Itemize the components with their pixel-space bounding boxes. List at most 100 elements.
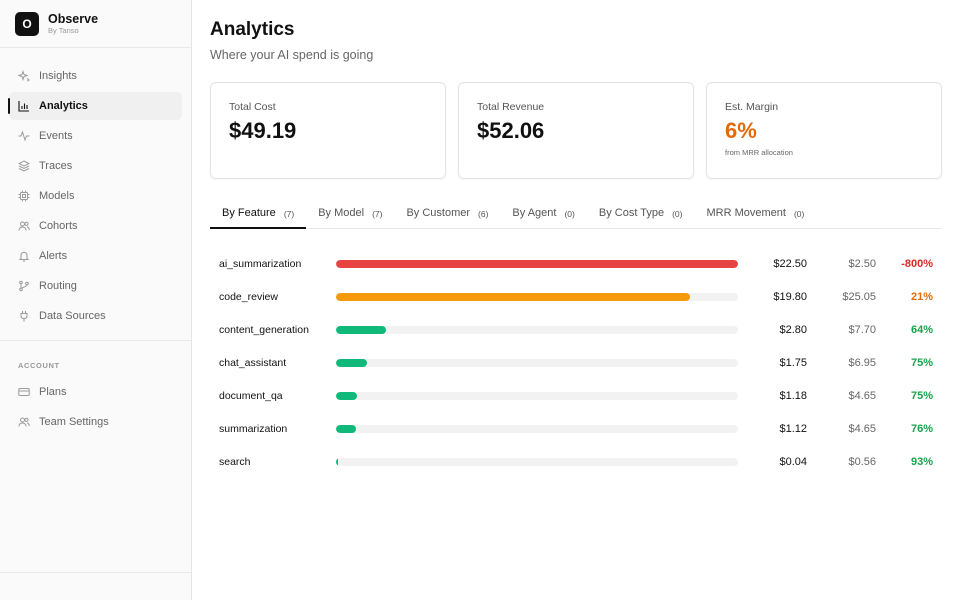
feature-cost: $1.12 [779, 422, 807, 435]
sidebar-item-alerts[interactable]: Alerts [9, 242, 182, 270]
cost-bar-fill [336, 292, 690, 301]
sidebar-item-analytics[interactable]: Analytics [8, 92, 182, 120]
cost-bar-track [336, 259, 738, 268]
feature-cost: $1.75 [779, 356, 807, 369]
sidebar-item-label: Plans [39, 386, 67, 398]
feature-breakdown-list: ai_summarization $22.50 $2.50 -800% code… [210, 247, 942, 478]
sidebar-item-label: Data Sources [39, 310, 106, 322]
feature-cost: $1.18 [779, 389, 807, 402]
main-content: Analytics Where your AI spend is going T… [210, 0, 942, 478]
list-item[interactable]: summarization $1.12 $4.65 76% [210, 412, 942, 445]
feature-margin: -800% [901, 257, 933, 270]
cost-bar-fill [336, 457, 338, 466]
sidebar-item-cohorts[interactable]: Cohorts [9, 212, 182, 240]
sidebar: O Observe By Tanso Insights Analytics Ev… [0, 0, 192, 600]
card-value: $49.19 [229, 118, 297, 143]
feature-revenue: $0.56 [848, 455, 876, 468]
plug-icon [18, 310, 30, 322]
tab-by-customer[interactable]: By Customer (6) [394, 201, 500, 229]
feature-margin: 93% [910, 455, 933, 468]
list-item[interactable]: chat_assistant $1.75 $6.95 75% [210, 346, 942, 379]
tab-by-feature[interactable]: By Feature (7) [210, 201, 307, 229]
card-note: from MRR allocation [725, 148, 793, 157]
sidebar-item-traces[interactable]: Traces [9, 152, 182, 180]
tab-label: MRR Movement [706, 207, 786, 219]
tab-count: (7) [372, 209, 383, 219]
tab-label: By Feature [222, 207, 276, 219]
tab-count: (6) [478, 209, 489, 219]
cost-bar-fill [336, 325, 386, 334]
bell-icon [18, 250, 30, 262]
sidebar-item-team-settings[interactable]: Team Settings [9, 408, 182, 436]
cost-bar-track [336, 325, 738, 334]
brand-subtitle: By Tanso [48, 25, 79, 35]
sidebar-item-label: Traces [39, 160, 73, 172]
tab-mrr-movement[interactable]: MRR Movement (0) [694, 201, 816, 229]
tab-by-cost-type[interactable]: By Cost Type (0) [587, 201, 695, 229]
sidebar-item-data-sources[interactable]: Data Sources [9, 302, 182, 330]
credit-card-icon [18, 386, 30, 398]
sidebar-item-plans[interactable]: Plans [9, 378, 182, 406]
cost-bar-fill [336, 391, 357, 400]
feature-name: search [219, 455, 251, 468]
list-item[interactable]: search $0.04 $0.56 93% [210, 445, 942, 478]
cost-bar-fill [336, 259, 738, 268]
cost-bar-track [336, 292, 738, 301]
tab-count: (7) [283, 209, 295, 219]
brand[interactable]: O Observe By Tanso [0, 0, 191, 48]
activity-icon [18, 130, 30, 142]
tab-label: By Customer [406, 207, 471, 219]
cpu-icon [18, 190, 30, 202]
sidebar-item-label: Events [39, 130, 73, 142]
tab-by-model[interactable]: By Model (7) [306, 201, 394, 229]
feature-name: code_review [219, 290, 278, 303]
sidebar-item-events[interactable]: Events [9, 122, 182, 150]
summary-cards: Total Cost $49.19 Total Revenue $52.06 E… [210, 82, 942, 179]
sidebar-item-label: Analytics [39, 100, 88, 112]
sidebar-item-label: Insights [39, 70, 77, 82]
sidebar-item-routing[interactable]: Routing [9, 272, 182, 300]
cost-bar-track [336, 457, 738, 466]
cost-bar-fill [336, 358, 368, 367]
card-value: 6% [725, 118, 757, 143]
sidebar-item-label: Alerts [39, 250, 68, 262]
card-label: Total Revenue [477, 101, 545, 113]
cost-bar-fill [336, 424, 357, 433]
tab-by-agent[interactable]: By Agent (0) [500, 201, 586, 229]
feature-revenue: $7.70 [848, 323, 876, 336]
list-item[interactable]: code_review $19.80 $25.05 21% [210, 280, 942, 313]
feature-cost: $0.04 [779, 455, 807, 468]
list-item[interactable]: document_qa $1.18 $4.65 75% [210, 379, 942, 412]
layers-icon [18, 160, 30, 172]
feature-revenue: $4.65 [848, 422, 876, 435]
tab-count: (0) [564, 209, 575, 219]
sidebar-item-label: Models [39, 190, 75, 202]
sidebar-item-label: Routing [39, 280, 77, 292]
list-item[interactable]: ai_summarization $22.50 $2.50 -800% [210, 247, 942, 280]
brand-name: Observe [48, 11, 99, 26]
total-cost-card: Total Cost $49.19 [210, 82, 446, 179]
sidebar-item-label: Team Settings [39, 416, 109, 428]
users-icon [18, 220, 30, 232]
total-revenue-card: Total Revenue $52.06 [458, 82, 694, 179]
feature-revenue: $4.65 [848, 389, 876, 402]
sidebar-item-label: Cohorts [39, 220, 78, 232]
card-label: Total Cost [229, 101, 276, 113]
page-subtitle: Where your AI spend is going [210, 48, 374, 62]
feature-revenue: $2.50 [848, 257, 876, 270]
sidebar-item-models[interactable]: Models [9, 182, 182, 210]
sidebar-nav: Insights Analytics Events Traces Models [0, 48, 191, 436]
cost-bar-track [336, 358, 738, 367]
tab-label: By Model [318, 207, 365, 219]
feature-revenue: $6.95 [848, 356, 876, 369]
feature-margin: 76% [910, 422, 933, 435]
brand-logo: O [15, 11, 39, 36]
breakdown-tabs: By Feature (7) By Model (7) By Customer … [210, 201, 942, 229]
sidebar-item-insights[interactable]: Insights [9, 62, 182, 90]
tab-label: By Cost Type [598, 207, 665, 219]
list-item[interactable]: content_generation $2.80 $7.70 64% [210, 313, 942, 346]
page-title: Analytics [210, 19, 295, 40]
feature-margin: 64% [910, 323, 933, 336]
cost-bar-track [336, 424, 738, 433]
feature-cost: $22.50 [773, 257, 807, 270]
